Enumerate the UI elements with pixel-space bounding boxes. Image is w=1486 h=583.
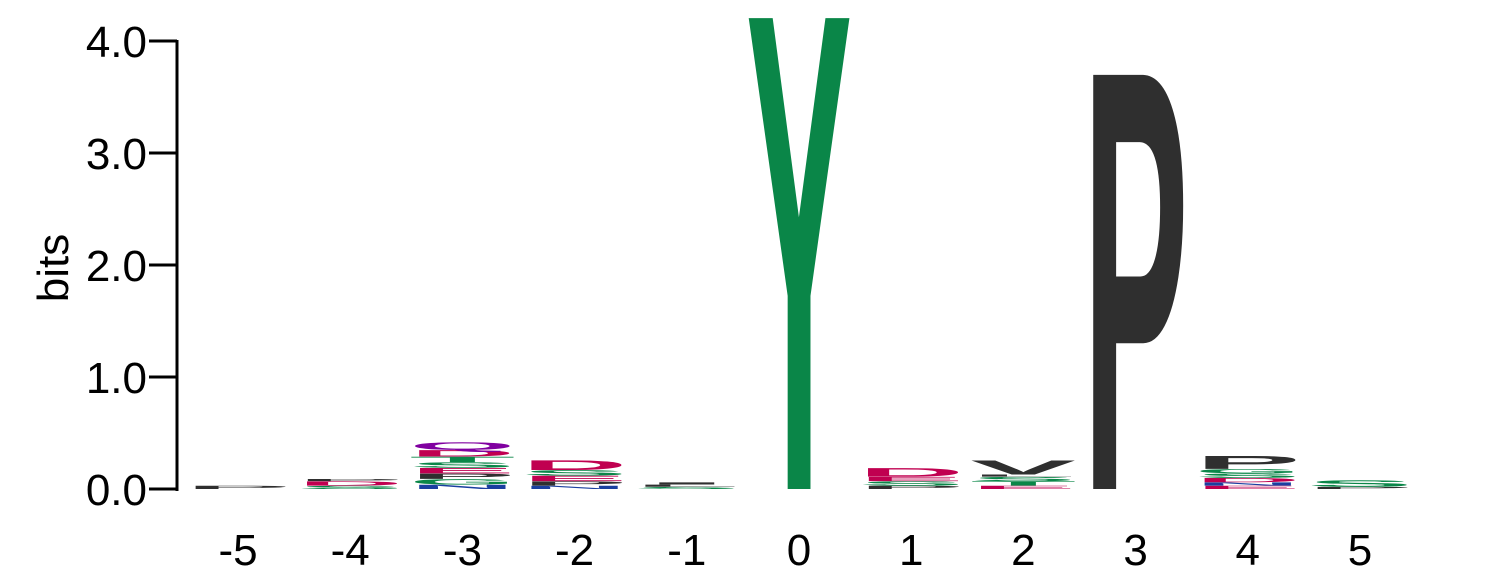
- x-tick-label: -1: [667, 526, 706, 575]
- logo-column: P: [1083, 0, 1189, 583]
- logo-letter: S: [522, 469, 628, 478]
- x-ticks: -5 -4 -3 -2 -1 0 1 2 3 4 5: [218, 526, 1372, 575]
- y-ticks: 0.0 1.0 2.0 3.0 4.0: [86, 18, 177, 515]
- logo-letter: E: [858, 476, 964, 483]
- logo-letter: S: [1195, 472, 1301, 479]
- logo-letter: P: [522, 480, 628, 487]
- x-tick-label: 3: [1123, 526, 1147, 575]
- logo-letter: N: [522, 485, 628, 490]
- logo-letter: S: [970, 476, 1076, 483]
- logo-letter: E: [970, 485, 1076, 490]
- logo-letter: T: [409, 455, 515, 464]
- logo-letter: P: [1307, 486, 1413, 489]
- logo-letter: Y: [746, 0, 852, 583]
- logo-column: PS: [1307, 478, 1413, 489]
- x-tick-label: -2: [555, 526, 594, 575]
- logo-letter: P: [297, 478, 403, 481]
- logo-letter: L: [970, 474, 1076, 477]
- logo-letter: S: [634, 486, 740, 489]
- y-tick-label: 3.0: [86, 130, 147, 179]
- logo-letter: Q: [409, 440, 515, 452]
- x-tick-label: 1: [899, 526, 923, 575]
- logo-letter: S: [858, 480, 964, 487]
- logo-letter: P: [1083, 0, 1189, 583]
- y-axis-label: bits: [29, 234, 78, 302]
- logo-letter: P: [409, 472, 515, 481]
- x-tick-label: 0: [787, 526, 811, 575]
- logo-letter: S: [1307, 478, 1413, 488]
- logo-letter: N: [409, 483, 515, 490]
- logo-letter: G: [1195, 468, 1301, 475]
- logo-column: SLI: [634, 482, 740, 490]
- x-tick-label: 5: [1348, 526, 1372, 575]
- logo-letter: T: [970, 480, 1076, 487]
- logo-letter: D: [409, 448, 515, 458]
- logo-letter: D: [297, 480, 403, 487]
- x-tick-label: -4: [331, 526, 370, 575]
- y-tick-label: 1.0: [86, 354, 147, 403]
- logo-letter: S: [409, 461, 515, 470]
- logo-column: Y: [746, 0, 852, 583]
- logo-letter: D: [858, 466, 964, 480]
- logo-column: P: [185, 485, 291, 490]
- logo-letter: V: [970, 456, 1076, 479]
- logo-letter: G: [409, 478, 515, 487]
- logo-letter: E: [409, 466, 515, 475]
- x-tick-label: -5: [218, 526, 257, 575]
- logo-letter: L: [634, 484, 740, 487]
- logo-letter: P: [858, 485, 964, 490]
- logo-letter: P: [185, 485, 291, 490]
- x-tick-label: 4: [1236, 526, 1260, 575]
- logo-letter: E: [522, 474, 628, 483]
- logo-column: SDP: [297, 478, 403, 490]
- logo-letter: S: [297, 485, 403, 490]
- logo-letter: N: [1195, 481, 1301, 486]
- logo-letter: E: [1195, 485, 1301, 490]
- x-tick-label: 2: [1011, 526, 1035, 575]
- x-tick-label: -3: [443, 526, 482, 575]
- y-tick-label: 2.0: [86, 242, 147, 291]
- logo-letter: I: [634, 482, 740, 485]
- logo-letter: P: [1195, 452, 1301, 473]
- logo-letter: D: [522, 457, 628, 473]
- logo-letter: D: [1195, 477, 1301, 484]
- y-tick-label: 4.0: [86, 18, 147, 67]
- y-tick-label: 0.0: [86, 466, 147, 515]
